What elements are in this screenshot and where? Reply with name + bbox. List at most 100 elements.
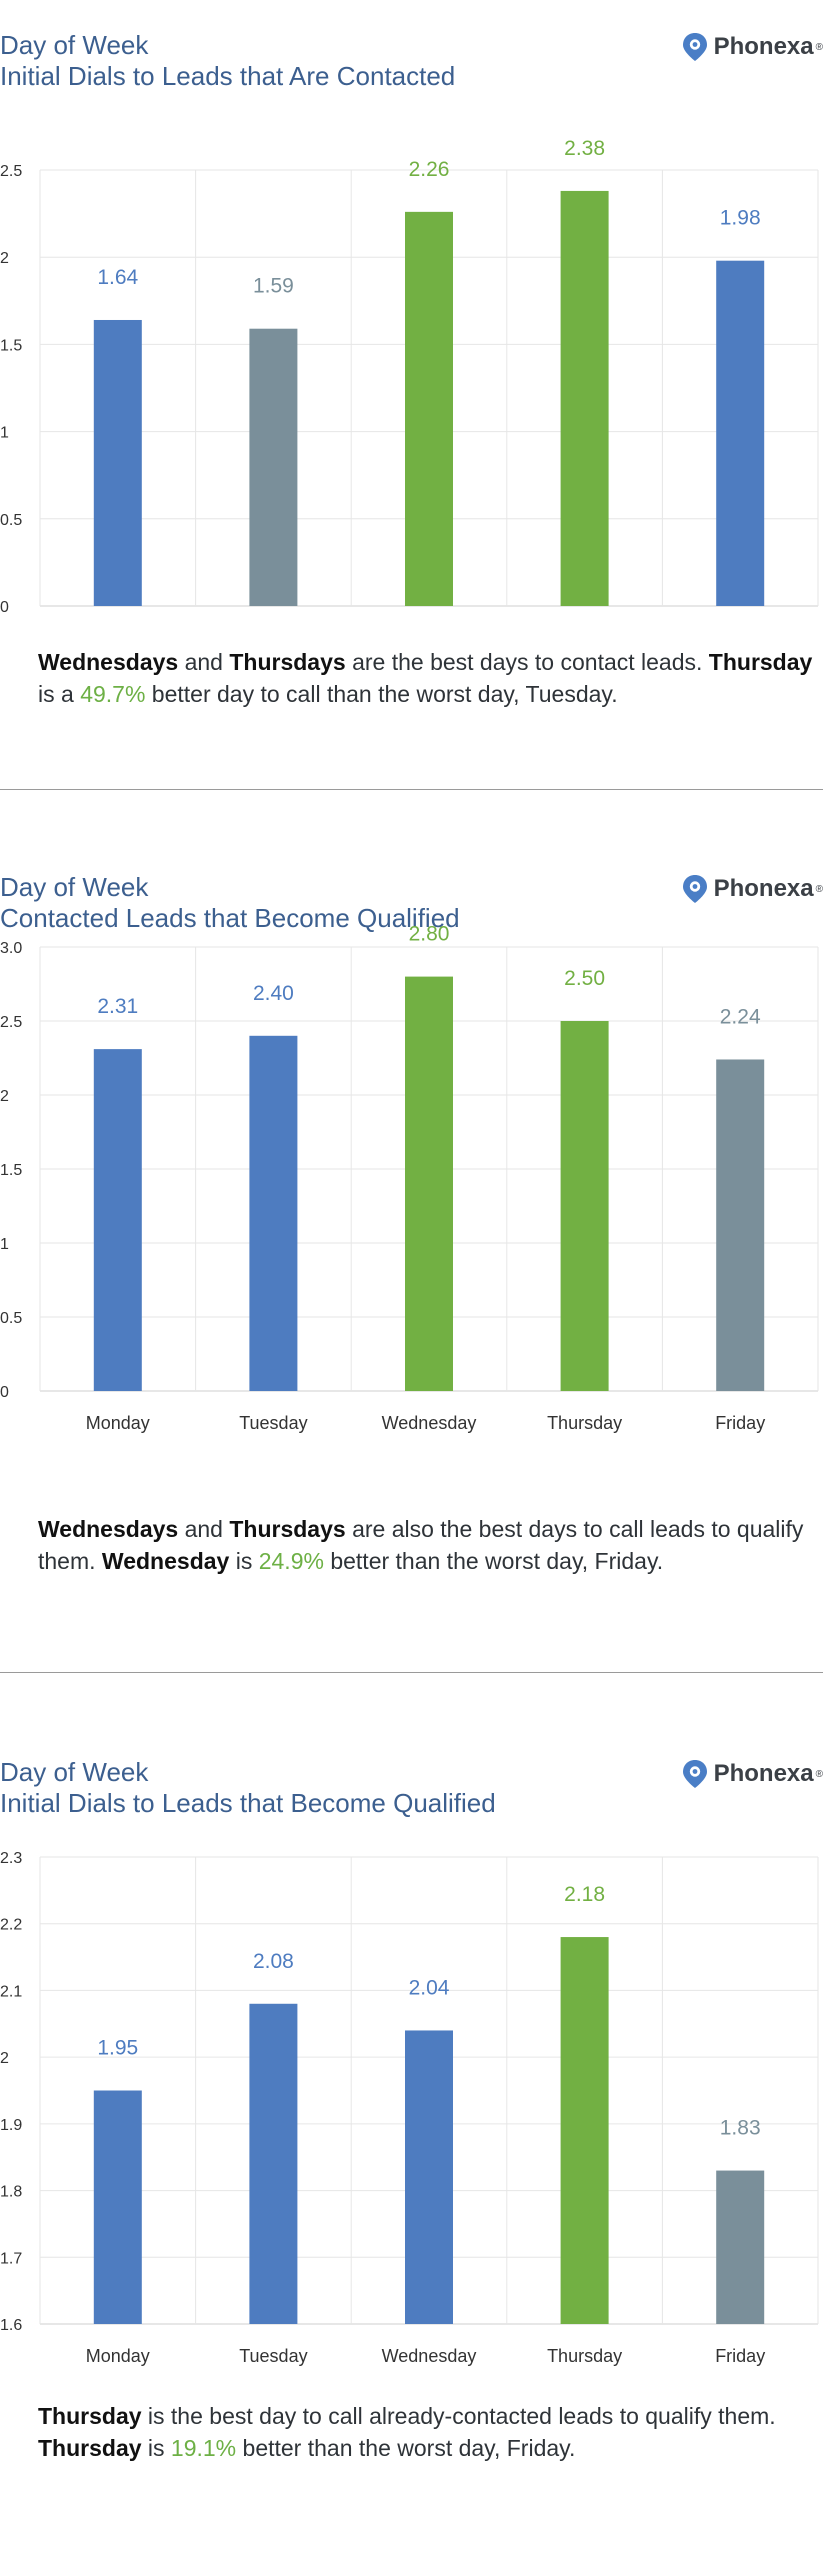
- chart-section-2: Day of Week Contacted Leads that Become …: [0, 872, 823, 1592]
- y-tick-label: 2: [0, 2050, 9, 2067]
- caption-text-4: better day to call than the worst day, T…: [145, 681, 618, 707]
- bar: [560, 1937, 609, 2324]
- bar: [560, 1021, 609, 1391]
- y-tick-label: 2: [0, 250, 9, 267]
- y-tick-label: 3.0: [0, 940, 22, 957]
- bar: [249, 1035, 298, 1391]
- bar: [560, 190, 609, 606]
- y-tick-label: 1.9: [0, 2117, 22, 2134]
- section-divider: [0, 789, 823, 790]
- caption-text-4: better than the worst day, Friday.: [323, 1548, 664, 1574]
- chart-section-1: Day of Week Initial Dials to Leads that …: [0, 30, 823, 720]
- x-tick-label: Tuesday: [239, 1413, 307, 1433]
- data-label: 2.80: [409, 923, 450, 946]
- data-label: 2.18: [564, 1883, 605, 1906]
- data-label: 2.08: [253, 1950, 294, 1973]
- caption-text-3: is a: [38, 681, 81, 707]
- x-tick-label: Friday: [715, 1413, 765, 1433]
- y-tick-label: 2: [0, 1088, 9, 1105]
- phonexa-pin-icon: [682, 875, 707, 903]
- y-tick-label: 1: [0, 1236, 9, 1253]
- data-label: 2.26: [409, 158, 450, 181]
- data-label: 1.95: [97, 2037, 138, 2060]
- bar-chart-3: 1.6 1.7 1.8 1.9 2 2.1 2.2 2.3 1.95 Monday 2.08 Tues…: [0, 1850, 819, 2366]
- caption-text-3: better than the worst day, Friday.: [236, 2435, 576, 2461]
- y-tick-label: 2.2: [0, 1917, 22, 1934]
- caption-highlight: 49.7%: [80, 681, 146, 707]
- caption-highlight: 24.9%: [258, 1548, 324, 1574]
- caption-bold-2: Thursdays: [229, 649, 346, 675]
- caption-bold-2: Thursday: [38, 2435, 142, 2461]
- bar: [716, 2170, 765, 2324]
- phonexa-logo: Phonexa ®: [682, 32, 823, 62]
- caption-text-3: is: [229, 1548, 259, 1574]
- bar: [249, 328, 298, 606]
- y-tick-label: 2.3: [0, 1850, 22, 1867]
- caption-highlight: 19.1%: [170, 2435, 237, 2461]
- caption-text-2: are the best days to contact leads.: [345, 649, 709, 675]
- y-tick-label: 2.5: [0, 163, 22, 180]
- y-tick-label: 1.5: [0, 337, 22, 354]
- trademark-mark: ®: [815, 1768, 823, 1780]
- data-label: 2.31: [97, 995, 138, 1018]
- logo-text: Phonexa: [713, 1760, 814, 1787]
- y-tick-label: 2.1: [0, 1983, 22, 2000]
- chart-title-line1: Day of Week: [0, 872, 149, 902]
- y-tick-label: 0.5: [0, 512, 22, 529]
- caption-bold-1: Wednesdays: [38, 649, 179, 675]
- y-tick-label: 1.5: [0, 1162, 22, 1179]
- y-tick-label: 0: [0, 599, 9, 616]
- caption-text-2: are also the best days to call leads to …: [38, 1516, 804, 1574]
- y-tick-label: 0: [0, 1384, 9, 1401]
- x-tick-label: Tuesday: [239, 2346, 307, 2366]
- data-label: 1.98: [720, 207, 761, 230]
- data-label: 1.64: [97, 266, 138, 289]
- bar-chart-1: 0 0.5 1 1.5 2 2.5 1.64 1.59 2.26 2.38 1.98: [0, 137, 819, 616]
- trademark-mark: ®: [815, 41, 823, 53]
- caption-bold-3: Wednesday: [101, 1548, 230, 1574]
- chart-title-line1: Day of Week: [0, 30, 149, 60]
- bar-chart-2: 0 0.5 1 1.5 2 2.5 3.0 2.31 Monday 2.40 Tuesday 2.80…: [0, 923, 819, 1433]
- y-tick-label: 2.5: [0, 1014, 22, 1031]
- chart-title-line2: Initial Dials to Leads that Are Contacte…: [0, 61, 456, 91]
- trademark-mark: ®: [815, 883, 823, 895]
- data-label: 2.38: [564, 137, 605, 160]
- chart-caption: Thursday is the best day to call already…: [38, 2400, 818, 2464]
- x-tick-label: Friday: [715, 2346, 765, 2366]
- caption-text-1: and: [178, 649, 230, 675]
- data-label: 1.59: [253, 275, 294, 298]
- x-tick-label: Thursday: [547, 2346, 622, 2366]
- chart-section-3: Day of Week Initial Dials to Leads that …: [0, 1757, 823, 2477]
- phonexa-logo: Phonexa ®: [682, 1759, 823, 1789]
- y-tick-label: 1.7: [0, 2250, 22, 2267]
- y-tick-label: 0.5: [0, 1310, 22, 1327]
- logo-text: Phonexa: [713, 875, 814, 902]
- data-label: 2.40: [253, 982, 294, 1005]
- y-tick-label: 1.8: [0, 2184, 22, 2201]
- bar: [405, 2030, 453, 2324]
- phonexa-logo: Phonexa ®: [682, 874, 823, 904]
- logo-text: Phonexa: [713, 33, 814, 60]
- caption-bold-2: Thursdays: [229, 1516, 346, 1542]
- phonexa-pin-icon: [682, 33, 707, 61]
- chart-title-line2: Initial Dials to Leads that Become Quali…: [0, 1788, 496, 1818]
- data-label: 1.83: [720, 2117, 761, 2140]
- caption-bold-3: Thursday: [708, 649, 813, 675]
- chart-caption: Wednesdays and Thursdays are also the be…: [38, 1513, 818, 1577]
- x-tick-label: Monday: [86, 2346, 150, 2366]
- caption-bold-1: Thursday: [38, 2403, 142, 2429]
- x-tick-label: Thursday: [547, 1413, 622, 1433]
- x-tick-label: Wednesday: [382, 1413, 477, 1433]
- caption-text-1: and: [178, 1516, 230, 1542]
- caption-text-2: is: [141, 2435, 171, 2461]
- data-label: 2.24: [720, 1005, 761, 1028]
- x-tick-label: Wednesday: [382, 2346, 477, 2366]
- y-tick-label: 1.6: [0, 2317, 22, 2334]
- caption-bold-1: Wednesdays: [38, 1516, 179, 1542]
- chart-title: Day of Week Initial Dials to Leads that …: [0, 30, 455, 92]
- bar: [249, 2003, 298, 2324]
- x-tick-label: Monday: [86, 1413, 150, 1433]
- bar: [405, 211, 453, 606]
- chart-title-line1: Day of Week: [0, 1757, 149, 1787]
- caption-text-1: is the best day to call already-contacte…: [141, 2403, 776, 2429]
